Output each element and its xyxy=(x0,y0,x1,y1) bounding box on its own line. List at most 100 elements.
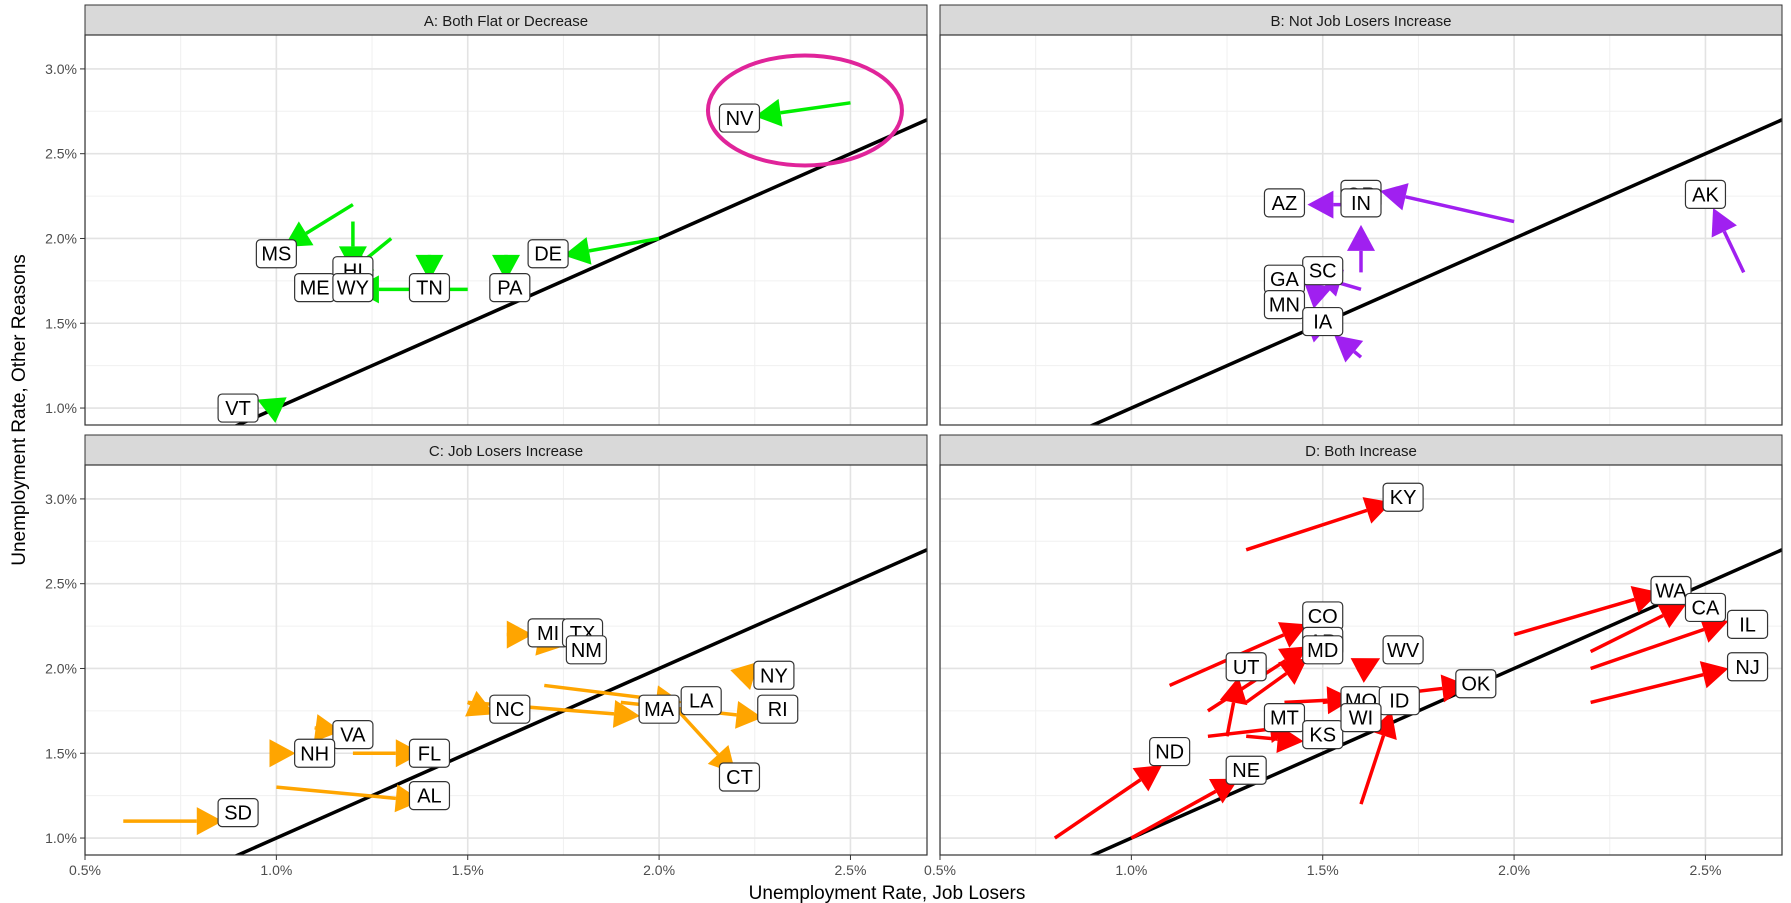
arrow-shaft-ar xyxy=(1206,659,1287,713)
state-label-fl: FL xyxy=(408,738,451,768)
arrow-shaft-ks xyxy=(1246,734,1278,741)
arrow-head-mo xyxy=(1326,686,1354,715)
label-box xyxy=(718,103,761,133)
label-text: AZ xyxy=(1272,193,1298,215)
label-text: MA xyxy=(644,699,675,721)
label-box xyxy=(1684,592,1727,623)
label-box xyxy=(527,239,569,269)
panel-title: C: Job Losers Increase xyxy=(429,443,583,460)
label-box xyxy=(489,273,531,303)
label-text: DE xyxy=(534,244,562,266)
grid-lines xyxy=(940,465,1782,855)
label-text: RI xyxy=(768,699,788,721)
x-tick-label: 1.0% xyxy=(1115,862,1147,878)
label-text: AL xyxy=(417,786,441,808)
arrow-head-vt xyxy=(257,397,287,423)
arrow-shaft-ak xyxy=(1722,230,1746,274)
label-box xyxy=(1149,736,1191,767)
label-text: IL xyxy=(1739,614,1756,636)
arrow-shaft-ms xyxy=(305,203,354,235)
label-text: IA xyxy=(1313,312,1333,334)
panel-d: D: Both IncreaseKYWACAILNJCOARMDWVUTOKMO… xyxy=(924,434,1783,878)
label-box xyxy=(718,762,761,792)
state-label-sc: SC xyxy=(1302,256,1344,286)
label-text: GA xyxy=(1270,269,1300,291)
label-text: SD xyxy=(224,803,252,825)
y-tick-label: 2.0% xyxy=(45,230,77,246)
arrow-head-sd xyxy=(196,807,223,836)
arrow-head-ny xyxy=(730,661,759,690)
arrow-head-ca xyxy=(1656,603,1687,629)
arrow-head-il xyxy=(1699,616,1729,643)
label-box xyxy=(1684,179,1727,209)
y-tick-label: 1.0% xyxy=(45,400,77,416)
label-text: CT xyxy=(726,767,753,789)
label-box xyxy=(1340,188,1382,218)
arrow-shaft-ky xyxy=(1245,508,1368,552)
state-label-tn: TN xyxy=(408,273,451,303)
label-box xyxy=(1382,635,1424,665)
arrow-shaft-ca xyxy=(1589,614,1664,654)
state-label-nv: NV xyxy=(718,103,761,133)
label-text: VT xyxy=(225,398,251,420)
state-label-wi: WI xyxy=(1340,703,1382,733)
label-box xyxy=(565,635,607,665)
arrow-head-wv xyxy=(1350,658,1381,683)
label-text: NY xyxy=(760,665,788,687)
state-label-nj: NJ xyxy=(1726,652,1769,682)
state-label-nd: ND xyxy=(1149,736,1191,767)
y-tick-label: 3.0% xyxy=(45,491,77,507)
label-box xyxy=(1726,652,1769,682)
state-label-nh: NH xyxy=(294,738,336,768)
label-box xyxy=(217,798,259,828)
label-text: UT xyxy=(1233,657,1260,679)
arrow-head-ak xyxy=(1711,207,1737,238)
x-tick-label: 1.5% xyxy=(1307,862,1339,878)
state-label-wa: WA xyxy=(1650,575,1692,606)
label-box xyxy=(1455,669,1497,699)
panel-b: B: Not Job Losers IncreaseORAZINAKSCGAMN… xyxy=(939,4,1783,426)
highlight-ellipse xyxy=(705,53,904,168)
state-label-mn: MN xyxy=(1263,290,1306,320)
label-text: CO xyxy=(1308,606,1338,628)
x-tick-label: 2.5% xyxy=(834,862,866,878)
arrow-head-nd xyxy=(1132,765,1162,792)
label-text: ID xyxy=(1389,691,1409,713)
arrow-head-nh xyxy=(269,739,296,768)
label-box xyxy=(332,720,374,750)
arrow-head-al xyxy=(394,784,422,813)
plot-area xyxy=(85,35,927,425)
label-box xyxy=(1302,635,1344,665)
panel-border xyxy=(939,464,1783,856)
arrow-head-de xyxy=(563,237,592,265)
grid-lines xyxy=(85,465,927,855)
panel-border xyxy=(84,34,928,426)
panel-title: A: Both Flat or Decrease xyxy=(424,13,588,30)
label-box xyxy=(255,239,297,269)
label-text: VA xyxy=(340,725,366,747)
x-tick-label: 2.5% xyxy=(1689,862,1721,878)
label-box xyxy=(1378,686,1420,716)
label-box xyxy=(294,738,336,768)
y-tick-label: 1.5% xyxy=(45,315,77,331)
state-label-ms: MS xyxy=(255,239,297,269)
label-box xyxy=(1263,188,1306,218)
panel-strip xyxy=(939,4,1783,36)
arrow-head-ne xyxy=(1208,778,1239,804)
arrow-shaft-il xyxy=(1590,627,1705,671)
panel-strip xyxy=(84,434,928,466)
label-text: NC xyxy=(495,699,524,721)
label-text: MS xyxy=(261,244,291,266)
panel-strip xyxy=(84,4,928,36)
arrow-head-ia xyxy=(1334,335,1364,363)
y-tick-label: 3.0% xyxy=(45,61,77,77)
reference-line xyxy=(1088,548,1782,855)
y-axis-title: Unemployment Rate, Other Reasons xyxy=(9,254,30,566)
arrow-head-co xyxy=(1277,622,1308,648)
label-box xyxy=(680,686,722,716)
arrow-head-ga xyxy=(1303,280,1333,309)
reference-line xyxy=(233,118,927,425)
arrow-head-in xyxy=(1347,224,1375,251)
state-label-in: IN xyxy=(1340,188,1382,218)
